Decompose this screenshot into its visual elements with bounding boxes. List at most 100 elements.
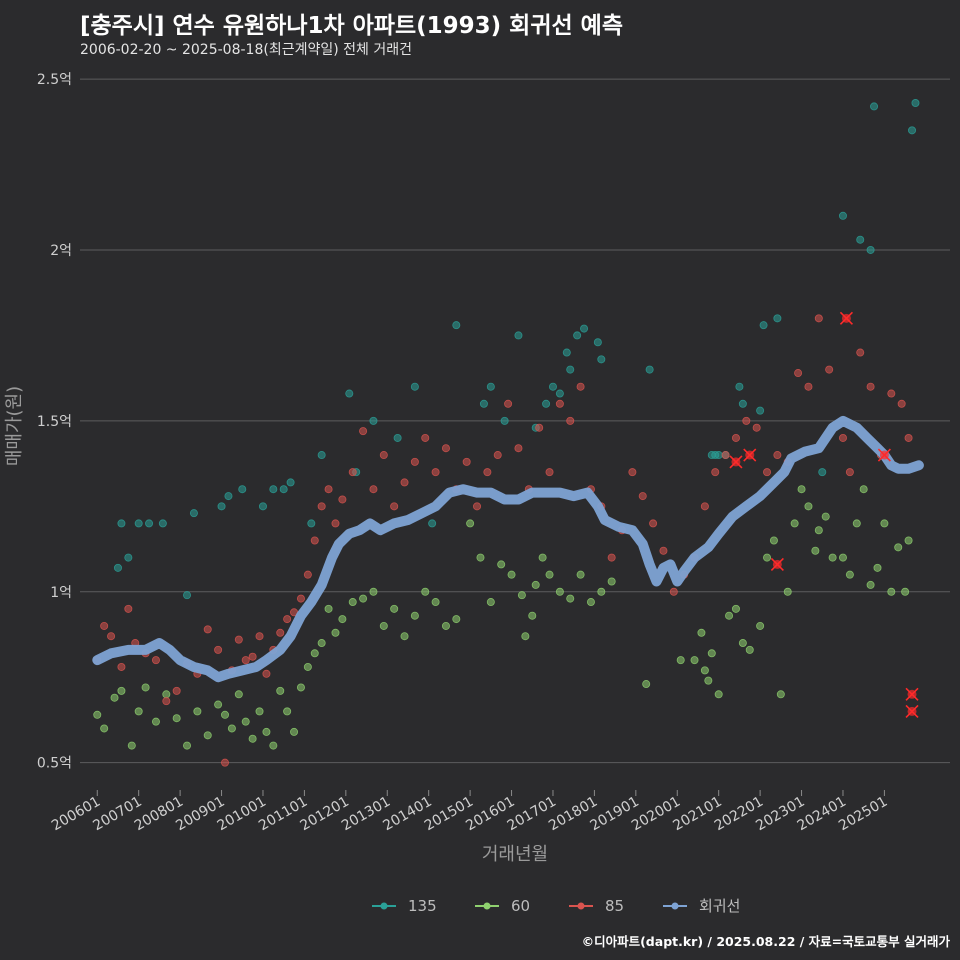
data-point-85	[763, 468, 772, 477]
data-point-60	[586, 598, 595, 607]
data-point-60	[697, 628, 706, 637]
data-point-85	[310, 536, 319, 545]
data-point-60	[324, 604, 333, 613]
data-point-85	[296, 594, 305, 603]
data-point-60	[528, 611, 537, 620]
data-point-135	[486, 382, 495, 391]
data-point-85	[283, 615, 292, 624]
data-point-85	[483, 468, 492, 477]
data-point-135	[134, 519, 143, 528]
data-point-85	[804, 382, 813, 391]
data-point-60	[904, 536, 913, 545]
data-point-60	[714, 690, 723, 699]
x-axis-ticks: 2006012007012008012009012010012011012012…	[49, 790, 890, 834]
data-point-85	[721, 451, 730, 460]
data-point-60	[838, 553, 847, 562]
data-point-135	[269, 485, 278, 494]
data-point-60	[379, 621, 388, 630]
data-point-85	[441, 444, 450, 453]
data-point-60	[738, 639, 747, 648]
data-point-135	[317, 451, 326, 460]
data-point-135	[542, 399, 551, 408]
data-point-60	[410, 611, 419, 620]
data-point-85	[324, 485, 333, 494]
regression-line-layer	[92, 415, 924, 683]
data-point-85	[566, 416, 575, 425]
data-point-60	[814, 526, 823, 535]
legend-swatch-135	[380, 902, 388, 910]
data-point-85	[838, 433, 847, 442]
data-point-60	[193, 707, 202, 716]
data-point-85	[887, 389, 896, 398]
data-point-60	[555, 587, 564, 596]
data-point-85	[255, 632, 264, 641]
data-point-135	[573, 331, 582, 340]
data-point-85	[220, 758, 229, 767]
data-point-85	[214, 645, 223, 654]
data-point-60	[859, 485, 868, 494]
legend-swatch-회귀선	[671, 902, 679, 910]
data-point-60	[866, 580, 875, 589]
data-point-60	[93, 710, 102, 719]
data-point-60	[763, 553, 772, 562]
data-point-60	[348, 598, 357, 607]
scatter-points	[93, 99, 920, 767]
data-point-85	[100, 621, 109, 630]
data-point-85	[348, 468, 357, 477]
y-tick-label: 1.5억	[37, 414, 72, 430]
data-point-60	[486, 598, 495, 607]
data-point-135	[593, 338, 602, 347]
data-point-60	[296, 683, 305, 692]
data-point-85	[117, 662, 126, 671]
data-point-60	[400, 632, 409, 641]
data-point-60	[141, 683, 150, 692]
outlier-markers	[729, 311, 919, 718]
data-point-60	[214, 700, 223, 709]
outlier-marker	[905, 704, 919, 718]
data-point-60	[880, 519, 889, 528]
data-point-60	[776, 690, 785, 699]
data-point-135	[566, 365, 575, 374]
data-point-85	[659, 546, 668, 555]
outlier-cross	[905, 687, 919, 701]
data-point-60	[276, 686, 285, 695]
data-point-135	[645, 365, 654, 374]
data-point-135	[738, 399, 747, 408]
data-point-60	[811, 546, 820, 555]
data-point-60	[576, 570, 585, 579]
data-point-60	[183, 741, 192, 750]
data-point-60	[690, 656, 699, 665]
data-point-85	[545, 468, 554, 477]
data-point-135	[479, 399, 488, 408]
data-point-60	[431, 598, 440, 607]
outlier-marker	[905, 687, 919, 701]
data-point-135	[217, 502, 226, 511]
data-point-85	[794, 369, 803, 378]
data-point-85	[124, 604, 133, 613]
data-point-60	[269, 741, 278, 750]
data-point-85	[390, 502, 399, 511]
source-credit: ©디아파트(dapt.kr) / 2025.08.22 / 자료=국토교통부 실…	[581, 934, 950, 949]
data-point-85	[711, 468, 720, 477]
legend-label-회귀선: 회귀선	[699, 897, 740, 915]
data-point-60	[283, 707, 292, 716]
outlier-cross	[839, 311, 853, 325]
data-point-85	[514, 444, 523, 453]
data-point-60	[887, 587, 896, 596]
data-point-60	[497, 560, 506, 569]
data-point-85	[555, 399, 564, 408]
data-point-85	[576, 382, 585, 391]
data-point-135	[117, 519, 126, 528]
data-point-135	[393, 433, 402, 442]
data-point-60	[521, 632, 530, 641]
data-point-135	[756, 406, 765, 415]
data-point-60	[704, 676, 713, 685]
data-point-135	[145, 519, 154, 528]
data-point-60	[331, 628, 340, 637]
data-point-135	[714, 451, 723, 460]
data-point-60	[290, 727, 299, 736]
legend-label-85: 85	[605, 897, 624, 915]
data-point-60	[151, 717, 160, 726]
data-point-85	[172, 686, 181, 695]
data-point-135	[410, 382, 419, 391]
